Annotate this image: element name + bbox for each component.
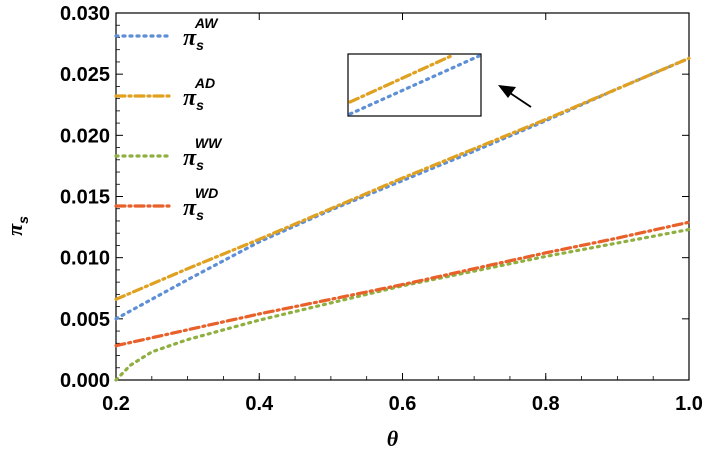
zoom-inset xyxy=(347,53,532,117)
inset-arrow-shaft xyxy=(509,92,532,108)
series-line-ww xyxy=(114,227,691,382)
x-tick-label: 0.2 xyxy=(102,393,130,415)
x-tick-label: 1.0 xyxy=(675,393,703,415)
series-line-wd xyxy=(114,220,691,348)
y-tick-label: 0.025 xyxy=(60,64,110,86)
legend: πsAW πsAD πsWW πsWD xyxy=(114,15,223,223)
axes: 0.2 0.4 0.6 0.8 1.0 0.000 0.005 0.010 0.015 0.020… xyxy=(2,3,703,451)
y-tick-label: 0.020 xyxy=(60,125,110,147)
y-tick-label: 0.010 xyxy=(60,248,110,270)
y-tick-label: 0.015 xyxy=(60,187,110,209)
legend-label-ad: πsAD xyxy=(183,75,215,113)
x-tick-label: 0.8 xyxy=(532,393,560,415)
y-tick-label: 0.000 xyxy=(60,370,110,392)
series-layer xyxy=(114,56,691,382)
x-tick-label: 0.4 xyxy=(245,393,274,415)
inset-line-ad xyxy=(348,54,453,104)
y-tick-label: 0.005 xyxy=(60,309,110,331)
legend-label-wd: πsWD xyxy=(183,185,218,223)
series-line-ad xyxy=(114,56,691,301)
y-tick-label: 0.030 xyxy=(60,3,110,25)
inset-line-aw xyxy=(348,54,481,116)
legend-label-aw: πsAW xyxy=(183,15,219,53)
inset-arrow-head xyxy=(498,85,516,98)
legend-label-ww: πsWW xyxy=(183,135,223,173)
y-axis-label: πs xyxy=(2,216,31,236)
x-tick-label: 0.6 xyxy=(389,393,417,415)
x-axis-label: θ xyxy=(387,426,399,451)
